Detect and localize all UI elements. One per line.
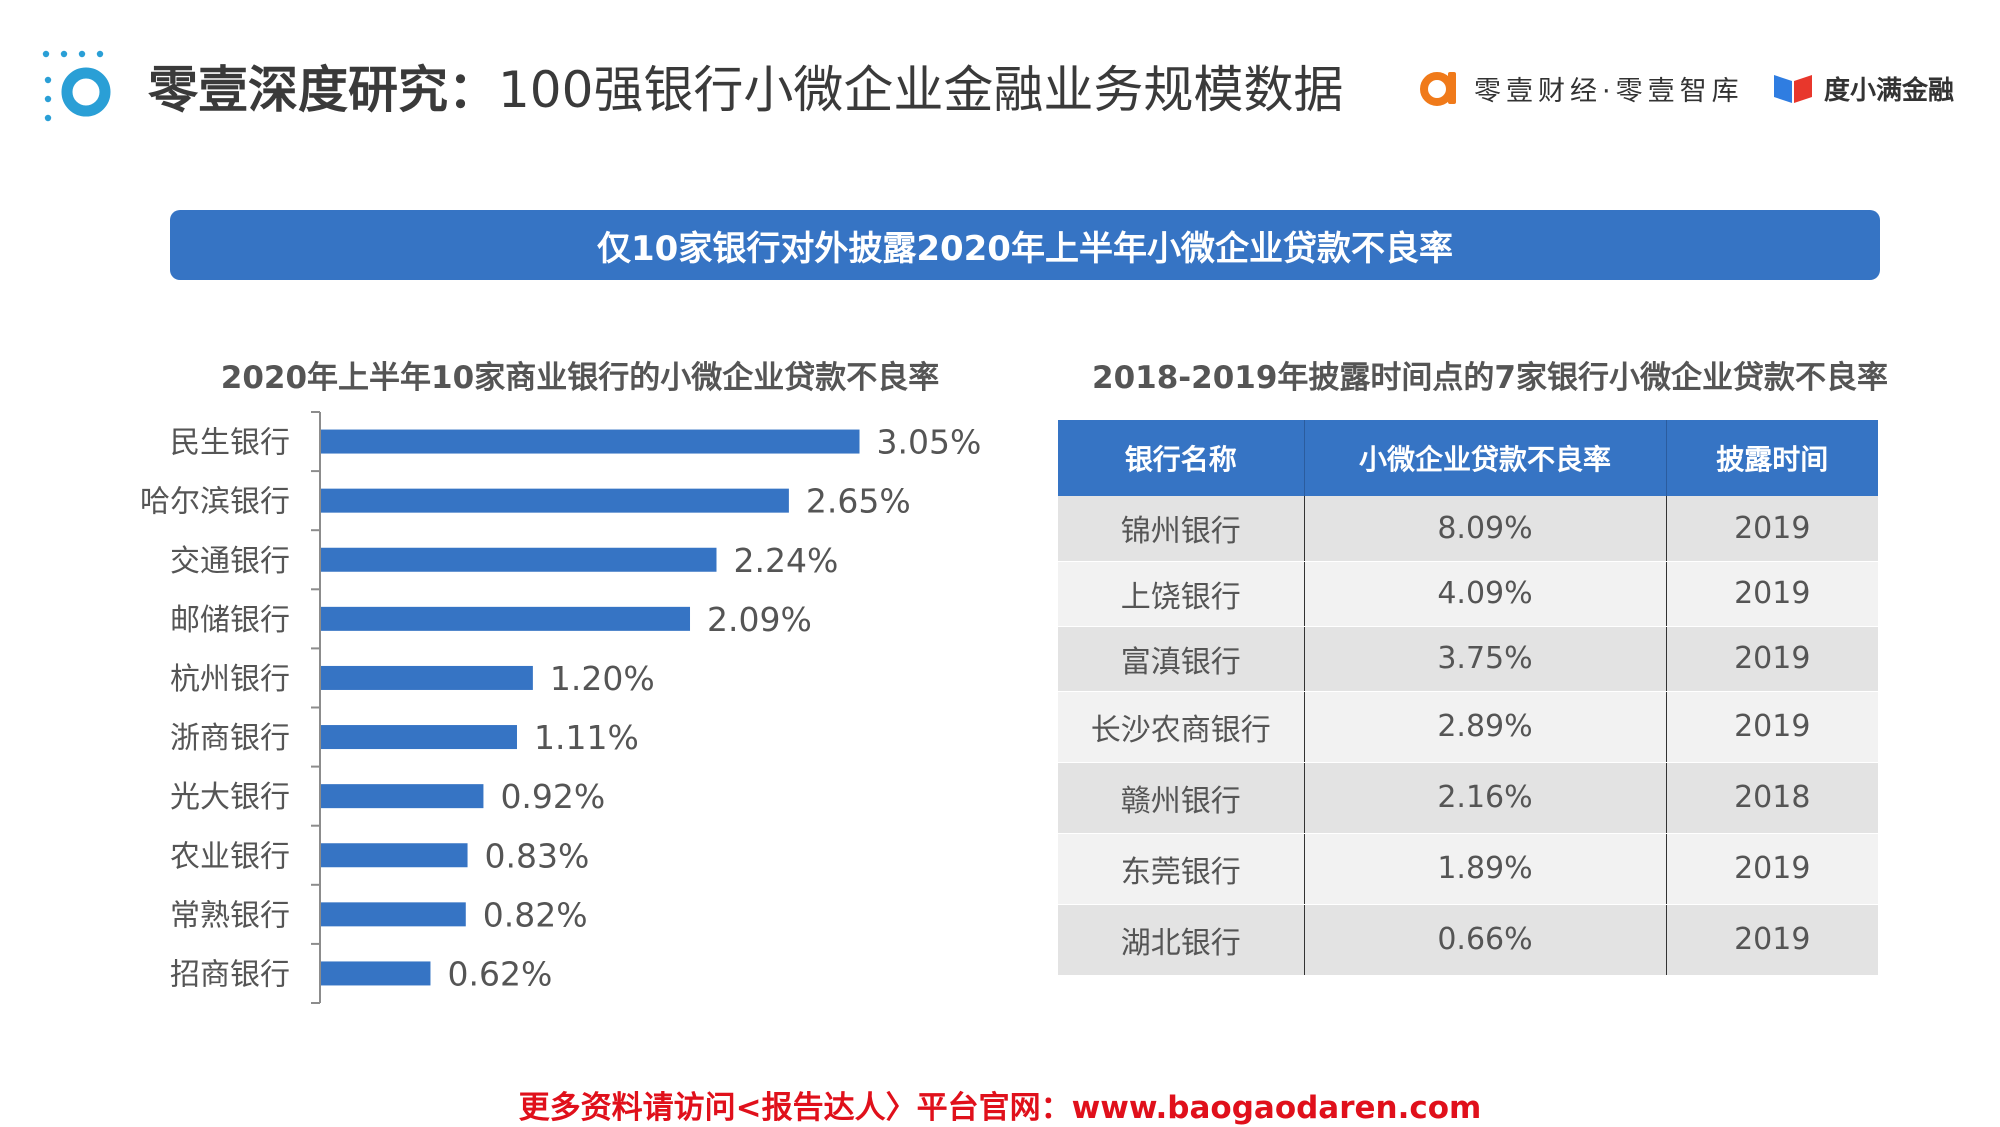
cell-npl-rate: 3.75% — [1304, 626, 1667, 692]
data-label: 2.09% — [707, 600, 812, 639]
brand-lingyi: 零壹财经·零壹智库 — [1418, 66, 1744, 110]
brand-duxiaoman: 度小满金融 — [1772, 66, 1954, 110]
cell-disclosure-time: 2018 — [1666, 762, 1878, 834]
brand-logo-icon — [42, 50, 111, 122]
bar — [321, 488, 789, 513]
cell-disclosure-time: 2019 — [1666, 626, 1878, 692]
data-label: 0.62% — [447, 954, 552, 993]
data-label: 0.82% — [483, 895, 588, 934]
brand-duxiaoman-text: 度小满金融 — [1824, 75, 1955, 106]
bar — [321, 725, 517, 750]
page-title-rest: 100强银行小微企业金融业务规模数据 — [498, 61, 1344, 119]
cell-disclosure-time: 2019 — [1666, 833, 1878, 905]
footer-link-text: 更多资料请访问<报告达人〉平台官网：www.baogaodaren.com — [518, 1090, 1482, 1126]
cell-npl-rate: 1.89% — [1304, 833, 1667, 905]
table-row: 富滇银行 3.75% 2019 — [1058, 626, 1878, 692]
cell-bank-name: 湖北银行 — [1058, 904, 1305, 976]
header-npl-rate: 小微企业贷款不良率 — [1304, 420, 1667, 496]
bar — [321, 665, 533, 690]
cell-npl-rate: 8.09% — [1304, 496, 1667, 562]
table-row: 赣州银行 2.16% 2018 — [1058, 762, 1878, 834]
duxiaoman-logo-icon — [1774, 75, 1812, 103]
cell-bank-name: 长沙农商银行 — [1058, 691, 1305, 763]
data-label: 3.05% — [877, 423, 982, 462]
category-label: 常熟银行 — [170, 898, 290, 933]
category-label: 农业银行 — [170, 839, 290, 874]
cell-bank-name: 赣州银行 — [1058, 762, 1305, 834]
cell-disclosure-time: 2019 — [1666, 561, 1878, 627]
table-row: 湖北银行 0.66% 2019 — [1058, 904, 1878, 976]
table-row: 上饶银行 4.09% 2019 — [1058, 561, 1878, 627]
cell-bank-name: 富滇银行 — [1058, 626, 1305, 692]
cell-disclosure-time: 2019 — [1666, 691, 1878, 763]
category-label: 浙商银行 — [170, 721, 290, 756]
category-label: 杭州银行 — [170, 662, 290, 697]
table-header-row: 银行名称 小微企业贷款不良率 披露时间 — [1058, 420, 1878, 496]
bar — [321, 843, 468, 868]
category-label: 招商银行 — [170, 957, 290, 992]
page-title-bold: 零壹深度研究： — [148, 61, 498, 119]
data-label: 2.65% — [806, 482, 911, 521]
npl-table: 银行名称 小微企业贷款不良率 披露时间 锦州银行 8.09% 2019 上饶银行… — [1058, 420, 1878, 976]
category-label: 光大银行 — [170, 780, 290, 815]
cell-bank-name: 锦州银行 — [1058, 496, 1305, 562]
bar — [321, 606, 691, 631]
bar — [321, 784, 484, 809]
lingyi-logo-icon — [1420, 72, 1456, 106]
page-title: 零壹深度研究：100强银行小微企业金融业务规模数据 — [148, 58, 1343, 122]
banner-text: 仅10家银行对外披露2020年上半年小微企业贷款不良率 — [597, 228, 1453, 269]
cell-npl-rate: 2.16% — [1304, 762, 1667, 834]
category-label: 民生银行 — [170, 426, 290, 461]
bar — [321, 547, 717, 572]
cell-npl-rate: 0.66% — [1304, 904, 1667, 976]
category-label: 交通银行 — [170, 544, 290, 579]
cell-bank-name: 东莞银行 — [1058, 833, 1305, 905]
section-banner: 仅10家银行对外披露2020年上半年小微企业贷款不良率 — [170, 210, 1880, 280]
bar — [321, 961, 431, 986]
data-label: 1.20% — [550, 659, 655, 698]
category-label: 邮储银行 — [170, 603, 290, 638]
category-label: 哈尔滨银行 — [140, 485, 290, 520]
brand-lingyi-text: 零壹财经·零壹智库 — [1474, 75, 1744, 107]
npl-bar-chart: 民生银行 3.05% 哈尔滨银行 2.65% 交通银行 2.24% 邮储银行 2.09% 杭州银… — [140, 411, 982, 1004]
data-label: 2.24% — [734, 541, 839, 580]
table-title: 2018-2019年披露时间点的7家银行小微企业贷款不良率 — [1092, 360, 1888, 396]
bar — [321, 429, 860, 454]
table-row: 锦州银行 8.09% 2019 — [1058, 496, 1878, 562]
chart-title: 2020年上半年10家商业银行的小微企业贷款不良率 — [220, 360, 940, 396]
cell-disclosure-time: 2019 — [1666, 496, 1878, 562]
cell-npl-rate: 4.09% — [1304, 561, 1667, 627]
cell-bank-name: 上饶银行 — [1058, 561, 1305, 627]
header-disclosure-time: 披露时间 — [1666, 420, 1878, 496]
data-label: 0.92% — [500, 777, 605, 816]
bar — [321, 902, 466, 927]
header-bank-name: 银行名称 — [1058, 420, 1305, 496]
cell-disclosure-time: 2019 — [1666, 904, 1878, 976]
data-label: 1.11% — [534, 718, 639, 757]
table-row: 东莞银行 1.89% 2019 — [1058, 833, 1878, 905]
data-label: 0.83% — [485, 836, 590, 875]
table-row: 长沙农商银行 2.89% 2019 — [1058, 691, 1878, 763]
cell-npl-rate: 2.89% — [1304, 691, 1667, 763]
